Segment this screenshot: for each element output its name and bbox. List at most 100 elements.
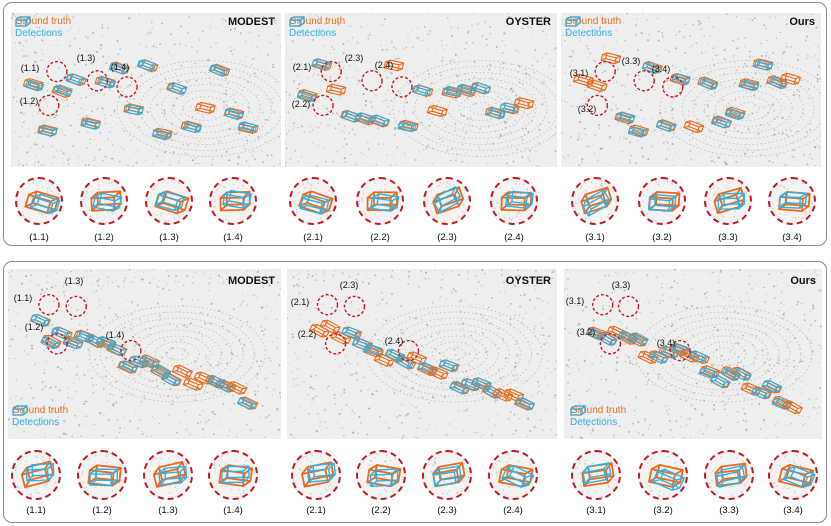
detection-box bbox=[369, 468, 399, 487]
callout-label: (1.1) bbox=[20, 63, 40, 73]
callout-label: (1.4) bbox=[110, 62, 130, 72]
detection-box bbox=[182, 122, 202, 134]
detection-box bbox=[221, 465, 250, 484]
zoom-detail-circle bbox=[638, 177, 686, 225]
detection-box bbox=[30, 313, 50, 327]
zoom-detail-circle bbox=[571, 450, 621, 500]
lidar-points bbox=[706, 452, 752, 497]
legend: Ground truth Detections bbox=[289, 16, 345, 40]
point-cloud-scene bbox=[11, 13, 281, 167]
lidar-points bbox=[492, 179, 535, 221]
callout-label: (2.3) bbox=[339, 280, 359, 290]
ground-truth-box bbox=[195, 101, 216, 114]
legend-ground-truth-label: Ground truth bbox=[565, 16, 622, 27]
callout-label: (2.4) bbox=[374, 60, 394, 70]
detection-box bbox=[370, 193, 400, 212]
legend-ground-truth-label: Ground truth bbox=[15, 16, 72, 27]
detection-box bbox=[629, 332, 649, 345]
detection-box-icon bbox=[15, 16, 31, 27]
ground-truth-box bbox=[325, 83, 347, 96]
legend-detections-label: Detections bbox=[565, 28, 613, 39]
detection-box bbox=[151, 129, 172, 141]
zoom-detail-circle bbox=[768, 450, 818, 500]
lidar-scan-rings bbox=[88, 305, 266, 403]
detection-box bbox=[40, 336, 60, 350]
detection-box bbox=[236, 397, 257, 410]
method-title-modest: MODEST bbox=[227, 16, 275, 28]
method-title-oyster: OYSTER bbox=[505, 16, 551, 28]
method-title-oyster: OYSTER bbox=[505, 275, 551, 287]
detection-box bbox=[652, 468, 685, 491]
zoom-label: (2.4) bbox=[504, 232, 524, 243]
zoom-box-pair bbox=[770, 179, 814, 223]
legend-detections-label: Detections bbox=[15, 28, 63, 39]
callout-label: (2.1) bbox=[292, 62, 312, 72]
scene-panel-modest: Ground truth Detections MODEST (1.1) (1.… bbox=[8, 269, 281, 439]
ground-truth-box bbox=[586, 79, 608, 92]
lidar-points bbox=[490, 452, 536, 497]
detection-box bbox=[158, 465, 188, 486]
zoom-box-pair bbox=[358, 179, 402, 223]
detection-box bbox=[471, 82, 491, 94]
zoom-detail-circle bbox=[208, 450, 258, 500]
ground-truth-box bbox=[572, 73, 594, 86]
ground-truth-box bbox=[600, 52, 622, 65]
detection-box bbox=[369, 114, 390, 127]
zoom-detail-circle bbox=[80, 177, 128, 225]
callout-circle bbox=[324, 333, 347, 355]
zoom-box-pair bbox=[82, 179, 125, 223]
callout-label: (1.2) bbox=[24, 322, 44, 332]
zoom-label: (1.1) bbox=[29, 232, 49, 243]
detection-box bbox=[397, 121, 417, 132]
ground-truth-box bbox=[648, 464, 684, 488]
callout-label: (3.4) bbox=[656, 338, 676, 348]
zoom-label: (3.2) bbox=[652, 232, 672, 243]
method-title-modest: MODEST bbox=[227, 275, 275, 287]
callout-circle bbox=[361, 70, 383, 92]
zoom-detail-circle bbox=[145, 177, 193, 225]
zoom-box-pair bbox=[360, 453, 404, 498]
ground-truth-box bbox=[766, 75, 788, 89]
lidar-points bbox=[17, 179, 61, 223]
zoom-box-pair bbox=[640, 452, 686, 498]
zoom-box-pair bbox=[294, 452, 339, 498]
point-cloud-scene bbox=[561, 13, 821, 167]
detection-box bbox=[515, 397, 535, 410]
zoom-detail-circle bbox=[488, 450, 538, 500]
detection-box bbox=[38, 125, 58, 137]
detection-box bbox=[598, 333, 618, 346]
comparison-block-1: Ground truth Detections MODEST (1.1) (1.… bbox=[3, 2, 827, 246]
zoom-label: (2.2) bbox=[370, 232, 390, 243]
ground-truth-box bbox=[780, 72, 801, 86]
zoom-box-pair bbox=[771, 452, 816, 498]
legend-ground-truth-label: Ground truth bbox=[12, 405, 69, 416]
lidar-points bbox=[82, 179, 125, 223]
zoom-label: (1.4) bbox=[223, 505, 243, 516]
callout-circle bbox=[46, 60, 68, 83]
detection-box bbox=[616, 111, 636, 123]
callout-label: (1.2) bbox=[19, 96, 39, 106]
callout-label: (3.3) bbox=[621, 56, 641, 66]
ground-truth-box bbox=[171, 364, 193, 379]
callout-label: (3.1) bbox=[569, 68, 589, 78]
detection-box bbox=[711, 116, 732, 129]
detection-box bbox=[96, 77, 116, 89]
zoom-box-pair bbox=[212, 453, 256, 497]
zoom-box-pair bbox=[211, 179, 253, 222]
ground-truth-box bbox=[781, 400, 803, 415]
zoom-label: (2.1) bbox=[303, 232, 323, 243]
ground-truth-box bbox=[383, 59, 405, 72]
zoom-label: (1.4) bbox=[223, 232, 243, 243]
detection-box bbox=[754, 59, 774, 71]
detection-box bbox=[698, 78, 719, 91]
legend-detections-label: Detections bbox=[289, 28, 337, 39]
lidar-points bbox=[8, 269, 281, 439]
detection-box bbox=[29, 193, 61, 215]
point-cloud-scene bbox=[287, 269, 557, 439]
detection-box bbox=[504, 190, 534, 209]
detection-box bbox=[499, 102, 519, 114]
detection-box bbox=[108, 62, 129, 75]
lidar-scan-rings bbox=[392, 60, 557, 157]
legend: Ground truth Detections bbox=[12, 405, 68, 429]
zoom-detail-circle bbox=[15, 177, 63, 225]
